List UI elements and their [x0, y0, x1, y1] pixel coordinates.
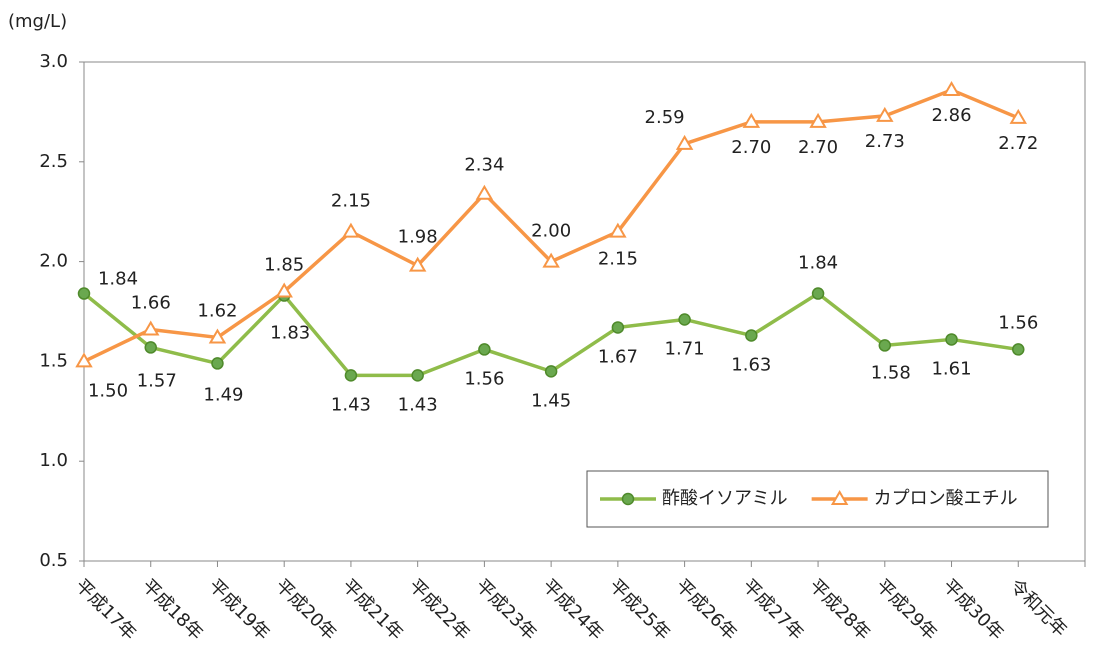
- data-label: 1.56: [998, 312, 1038, 333]
- marker: [742, 112, 761, 128]
- data-label: 2.86: [931, 105, 971, 126]
- marker: [77, 287, 91, 300]
- marker: [542, 252, 560, 268]
- data-label: 1.43: [331, 394, 371, 415]
- data-label: 1.67: [598, 346, 638, 367]
- marker: [475, 184, 494, 200]
- marker: [275, 282, 293, 298]
- marker: [478, 343, 491, 356]
- data-label: 1.66: [131, 292, 171, 313]
- marker: [609, 222, 627, 238]
- data-label: 2.70: [798, 137, 838, 158]
- data-label: 1.50: [88, 380, 128, 401]
- y-unit: (mg/L): [8, 11, 67, 32]
- data-label: 1.49: [203, 384, 243, 405]
- marker: [945, 333, 958, 346]
- marker: [611, 321, 625, 334]
- data-label: 1.57: [137, 370, 177, 391]
- data-label: 1.98: [398, 227, 438, 248]
- data-label: 1.45: [531, 390, 571, 411]
- data-label: 2.34: [464, 155, 504, 176]
- marker: [211, 357, 224, 370]
- data-label: 1.71: [665, 338, 705, 359]
- marker: [141, 320, 160, 336]
- data-label: 1.62: [197, 300, 237, 321]
- marker: [75, 352, 93, 368]
- marker: [811, 287, 825, 300]
- data-label: 1.56: [464, 368, 504, 389]
- marker: [344, 369, 358, 382]
- marker: [942, 80, 961, 96]
- data-label: 2.15: [598, 249, 638, 270]
- data-label: 1.61: [931, 358, 971, 379]
- marker: [144, 341, 157, 354]
- marker: [544, 365, 558, 378]
- marker: [878, 339, 892, 352]
- data-label: 1.84: [798, 253, 838, 274]
- marker: [1012, 343, 1025, 356]
- data-label: 2.70: [731, 137, 771, 158]
- y-tick-label: 3.0: [39, 51, 68, 72]
- legend-label: 酢酸イソアミル: [662, 488, 788, 509]
- data-label: 1.84: [98, 269, 138, 290]
- data-label: 2.15: [331, 191, 371, 212]
- plot-area: [83, 61, 1086, 562]
- data-label: 1.83: [270, 323, 310, 344]
- marker: [745, 329, 758, 342]
- legend-box: [586, 470, 1049, 528]
- marker: [678, 313, 691, 326]
- data-label: 1.63: [731, 354, 771, 375]
- marker: [411, 369, 424, 382]
- legend-marker: [621, 492, 635, 506]
- data-label: 2.00: [531, 221, 571, 242]
- y-tick-label: 2.0: [39, 251, 68, 272]
- y-tick-label: 1.0: [39, 450, 68, 471]
- marker: [208, 328, 227, 344]
- marker: [408, 256, 427, 272]
- legend-marker: [830, 490, 849, 505]
- legend-label: カプロン酸エチル: [874, 488, 1018, 509]
- data-label: 1.85: [264, 255, 304, 276]
- marker: [876, 106, 894, 122]
- marker: [809, 112, 827, 128]
- marker: [342, 222, 360, 238]
- marker: [675, 134, 694, 150]
- marker: [1009, 108, 1028, 124]
- y-tick-label: 1.5: [39, 350, 68, 371]
- y-tick-label: 2.5: [39, 151, 68, 172]
- data-label: 1.58: [871, 362, 911, 383]
- data-label: 2.73: [865, 131, 905, 152]
- data-label: 2.72: [998, 133, 1038, 154]
- data-label: 2.59: [645, 107, 685, 128]
- data-label: 1.43: [398, 394, 438, 415]
- y-tick-label: 0.5: [39, 550, 68, 571]
